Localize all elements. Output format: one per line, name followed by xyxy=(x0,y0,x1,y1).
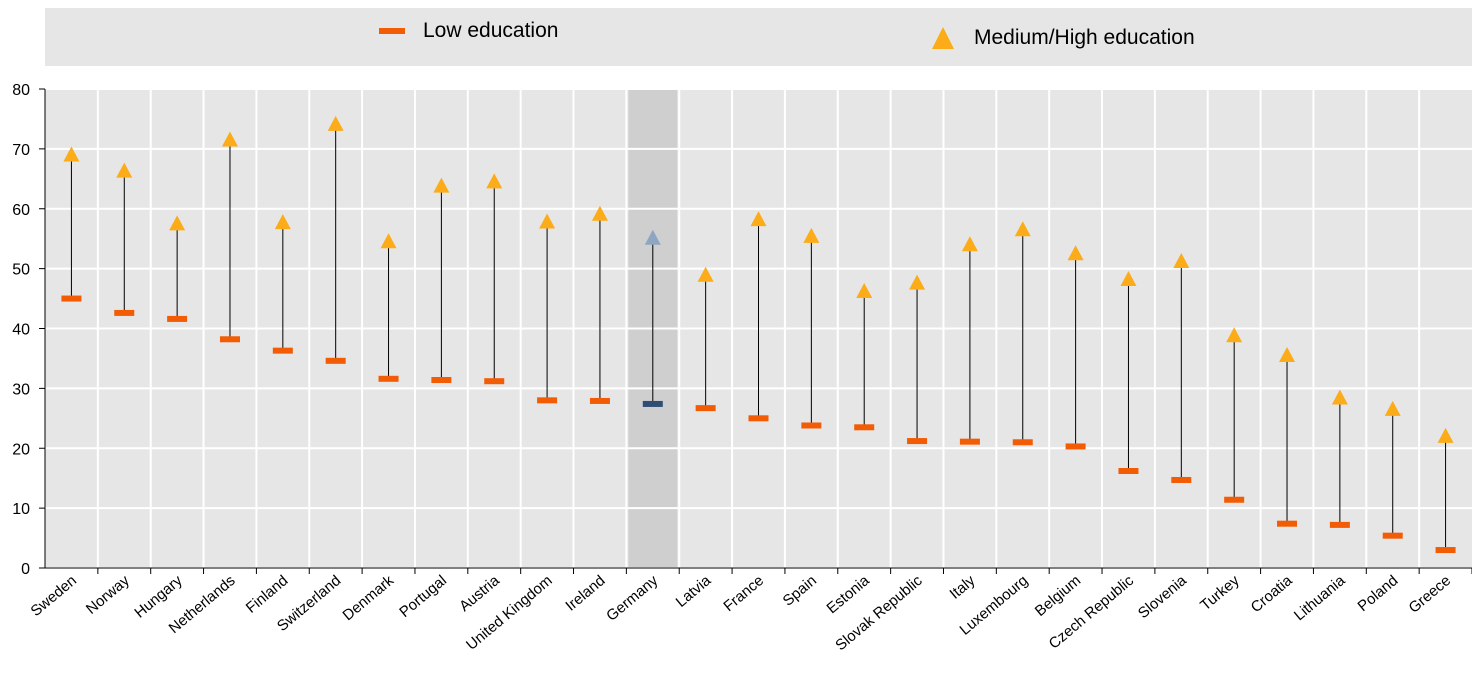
high-education-marker xyxy=(856,282,873,298)
x-tick-label: France xyxy=(720,572,767,615)
high-education-marker xyxy=(380,233,397,249)
x-tick-label: Slovenia xyxy=(1135,572,1191,622)
low-education-marker xyxy=(1435,547,1456,554)
x-tick-label: Germany xyxy=(603,572,662,625)
low-education-marker xyxy=(114,309,135,316)
low-education-marker xyxy=(61,295,82,302)
low-education-marker xyxy=(854,424,875,431)
y-tick-label: 70 xyxy=(12,142,30,159)
high-education-marker xyxy=(169,215,186,231)
high-education-marker xyxy=(697,266,714,282)
low-education-marker xyxy=(801,422,822,429)
high-education-marker xyxy=(486,173,503,189)
legend-label-low: Low education xyxy=(423,19,559,42)
legend-triangle-marker-icon xyxy=(932,27,954,49)
x-tick-label: Poland xyxy=(1355,572,1402,615)
y-tick-label: 60 xyxy=(12,202,30,219)
low-education-marker xyxy=(1224,496,1245,503)
high-education-marker xyxy=(221,131,238,147)
low-education-marker xyxy=(1277,520,1298,527)
y-tick-label: 0 xyxy=(21,561,30,578)
legend-item-medium-high-education: Medium/High education xyxy=(932,26,1195,50)
x-tick-label: Austria xyxy=(456,572,503,615)
high-education-marker xyxy=(591,205,608,221)
high-education-marker xyxy=(909,274,926,290)
high-education-marker xyxy=(327,115,344,131)
legend: Low education Medium/High education xyxy=(45,8,1472,66)
high-education-marker xyxy=(1279,347,1296,363)
high-education-marker xyxy=(63,146,80,162)
y-tick-label: 20 xyxy=(12,441,30,458)
x-tick-label: Croatia xyxy=(1248,572,1296,617)
high-education-marker xyxy=(961,236,978,252)
low-education-marker xyxy=(589,397,610,404)
low-education-marker xyxy=(959,438,980,445)
high-education-marker xyxy=(1120,271,1137,287)
y-tick-label: 30 xyxy=(12,381,30,398)
high-education-marker xyxy=(274,214,291,230)
low-education-marker xyxy=(537,397,558,404)
legend-dash-marker-icon xyxy=(379,28,405,34)
low-education-marker xyxy=(1065,443,1086,450)
y-tick-label: 80 xyxy=(12,82,30,99)
x-tick-label: Turkey xyxy=(1197,572,1243,614)
x-tick-label: Norway xyxy=(83,572,133,618)
low-education-marker xyxy=(272,347,293,354)
high-education-marker xyxy=(1014,221,1031,237)
low-education-marker xyxy=(484,378,505,385)
low-education-marker xyxy=(1329,521,1350,528)
x-tick-label: Italy xyxy=(946,572,978,603)
low-education-marker xyxy=(748,415,769,422)
low-education-marker xyxy=(1171,476,1192,483)
low-education-marker xyxy=(378,375,399,382)
low-education-marker xyxy=(907,438,928,445)
y-tick-label: 50 xyxy=(12,262,30,279)
x-tick-label: Portugal xyxy=(396,572,450,621)
low-education-marker xyxy=(1382,532,1403,539)
x-tick-label: Lithuania xyxy=(1291,572,1349,625)
y-tick-label: 40 xyxy=(12,322,30,339)
x-tick-label: Sweden xyxy=(28,572,80,620)
x-tick-label: Denmark xyxy=(340,572,398,624)
high-education-marker xyxy=(1331,389,1348,405)
high-education-marker xyxy=(116,162,133,178)
x-tick-label: Latvia xyxy=(673,572,715,611)
x-tick-label: Ireland xyxy=(562,572,608,615)
x-tick-label: Estonia xyxy=(824,572,874,618)
high-education-marker xyxy=(539,213,556,229)
high-education-marker xyxy=(1173,253,1190,269)
high-education-marker xyxy=(1384,400,1401,416)
low-education-marker xyxy=(695,405,716,412)
high-education-marker xyxy=(1437,427,1454,443)
low-education-marker xyxy=(1012,439,1033,446)
high-education-marker xyxy=(1226,327,1243,343)
legend-item-low-education: Low education xyxy=(379,19,558,43)
x-tick-label: Finland xyxy=(243,572,292,617)
high-education-marker xyxy=(433,177,450,193)
low-education-marker xyxy=(431,376,452,383)
high-education-marker xyxy=(644,229,661,245)
x-tick-label: Spain xyxy=(780,572,820,610)
low-education-marker xyxy=(642,400,663,407)
legend-label-high: Medium/High education xyxy=(974,26,1195,49)
low-education-marker xyxy=(1118,468,1139,475)
high-education-marker xyxy=(803,227,820,243)
y-tick-label: 10 xyxy=(12,501,30,518)
high-education-marker xyxy=(750,211,767,227)
x-tick-label: Greece xyxy=(1406,572,1455,617)
high-education-marker xyxy=(1067,245,1084,261)
low-education-marker xyxy=(167,315,188,322)
low-education-marker xyxy=(219,336,240,343)
low-education-marker xyxy=(325,357,346,364)
